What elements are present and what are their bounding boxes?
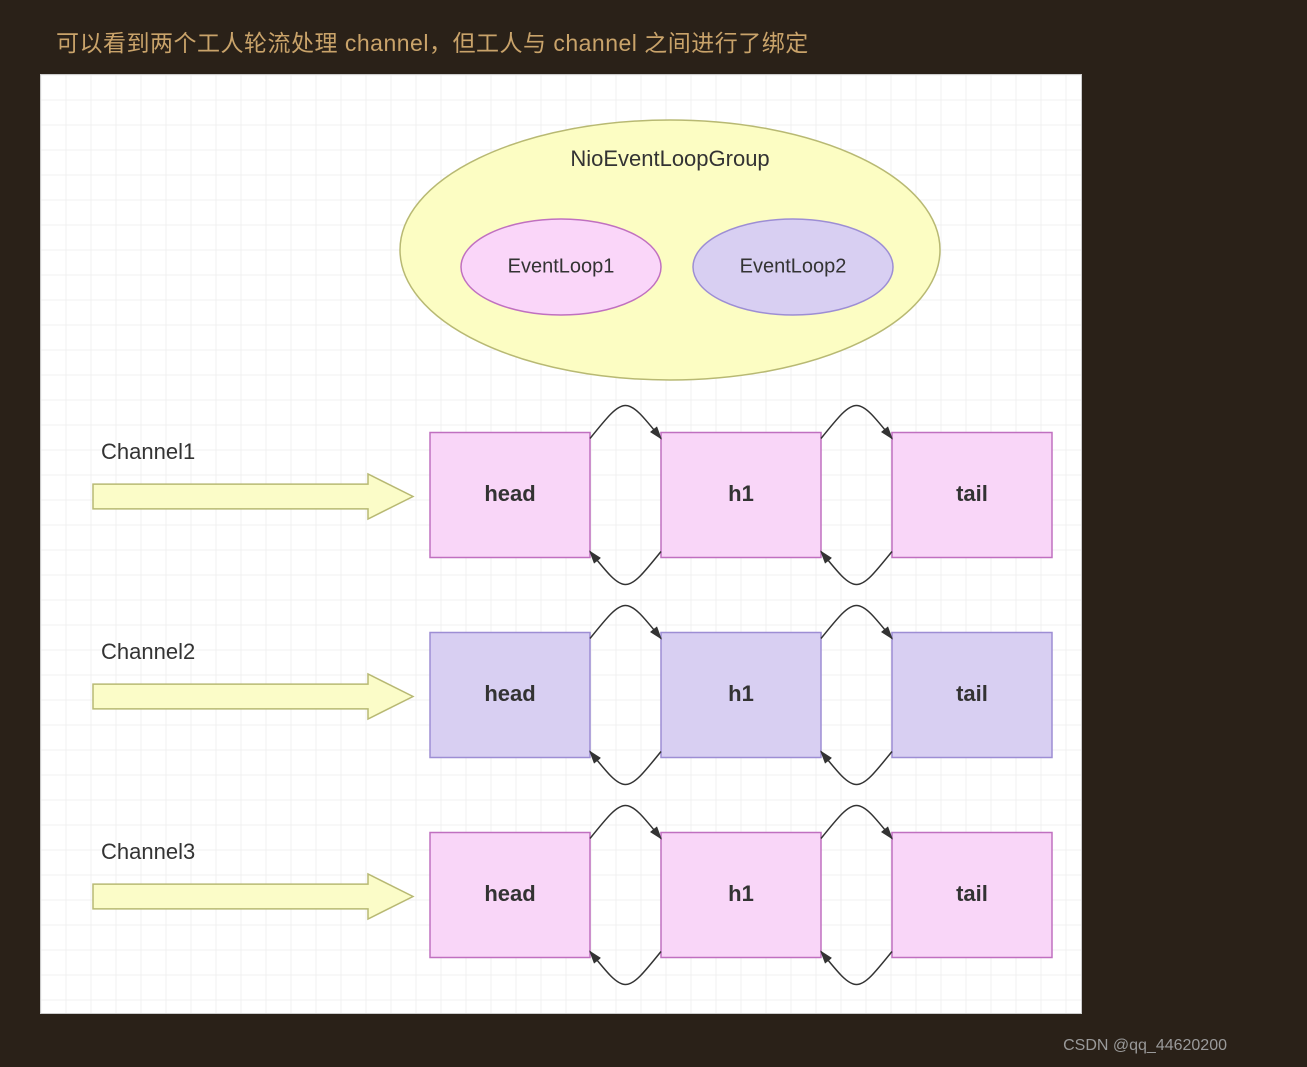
box-label: h1 [728, 481, 754, 506]
box-label: tail [956, 681, 988, 706]
connector-arc [590, 752, 661, 785]
diagram-svg: NioEventLoopGroup EventLoop1 EventLoop2 Cha… [41, 75, 1081, 1013]
connector-arc [590, 552, 661, 585]
connector-arc [590, 806, 661, 839]
channel-row-1: Channel1 head h1 tail [93, 433, 1052, 558]
pipeline-box-tail: tail [892, 633, 1052, 758]
connector-arc [590, 952, 661, 985]
pipeline-box-tail: tail [892, 433, 1052, 558]
event-loop-label: EventLoop2 [740, 255, 847, 277]
pipeline-box-h1: h1 [661, 433, 821, 558]
connector-arc [590, 406, 661, 439]
connector-arc [821, 406, 892, 439]
channel-label: Channel3 [101, 839, 195, 864]
box-label: head [484, 881, 535, 906]
diagram-canvas: NioEventLoopGroup EventLoop1 EventLoop2 Cha… [40, 74, 1082, 1014]
pipeline-box-h1: h1 [661, 833, 821, 958]
event-loop-2: EventLoop2 [693, 219, 893, 315]
connector-arc [590, 606, 661, 639]
pipeline-box-h1: h1 [661, 633, 821, 758]
box-label: tail [956, 481, 988, 506]
channel-label: Channel2 [101, 639, 195, 664]
box-label: head [484, 681, 535, 706]
event-loop-label: EventLoop1 [508, 255, 615, 277]
pipeline-box-head: head [430, 433, 590, 558]
box-label: h1 [728, 881, 754, 906]
connector-arc [821, 952, 892, 985]
pipeline-box-head: head [430, 633, 590, 758]
box-label: head [484, 481, 535, 506]
channel-label: Channel1 [101, 439, 195, 464]
box-label: h1 [728, 681, 754, 706]
channel-row-3: Channel3 head h1 tail [93, 833, 1052, 958]
box-label: tail [956, 881, 988, 906]
pipeline-box-tail: tail [892, 833, 1052, 958]
connector-arc [821, 552, 892, 585]
connector-arc [821, 606, 892, 639]
page-root: 可以看到两个工人轮流处理 channel，但工人与 channel 之间进行了绑… [0, 0, 1307, 1067]
watermark: CSDN @qq_44620200 [1063, 1037, 1227, 1055]
connector-arc [821, 752, 892, 785]
pipeline-box-head: head [430, 833, 590, 958]
event-loop-1: EventLoop1 [461, 219, 661, 315]
group-label: NioEventLoopGroup [570, 146, 769, 171]
page-title: 可以看到两个工人轮流处理 channel，但工人与 channel 之间进行了绑… [56, 24, 809, 58]
channel-row-2: Channel2 head h1 tail [93, 633, 1052, 758]
connector-arc [821, 806, 892, 839]
